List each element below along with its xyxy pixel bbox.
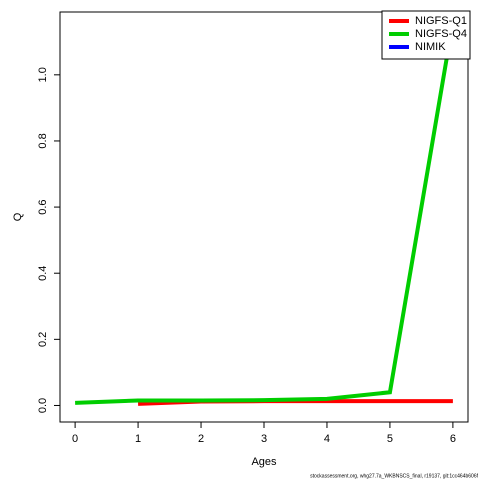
plot-frame — [59, 11, 469, 423]
x-tick-label: 3 — [261, 433, 267, 445]
x-tick-label: 5 — [387, 433, 393, 445]
series-line — [75, 21, 455, 405]
x-tick-label: 2 — [198, 433, 204, 445]
x-tick-label: 6 — [450, 433, 456, 445]
y-tick-label: 1.0 — [37, 67, 49, 82]
legend-label: NIGFS-Q4 — [415, 28, 467, 40]
x-tick-label: 1 — [135, 433, 141, 445]
y-tick-label: 0.6 — [37, 199, 49, 214]
y-axis-label: Q — [12, 212, 24, 221]
x-axis-label: Ages — [251, 456, 277, 468]
x-tick-label: 0 — [72, 433, 78, 445]
lines — [75, 21, 455, 406]
y-tick-label: 0.8 — [37, 133, 49, 148]
y-tick-label: 0.2 — [37, 332, 49, 347]
legend-label: NIGFS-Q1 — [415, 15, 467, 27]
y-tick-label: 0.0 — [37, 398, 49, 413]
x-tick-label: 4 — [324, 433, 330, 445]
footer: stockassessment.org, whg27.7a_WKBNSCS_fi… — [310, 473, 478, 479]
legend-label: NIMIK — [415, 41, 446, 53]
y-tick-label: 0.4 — [37, 266, 49, 281]
